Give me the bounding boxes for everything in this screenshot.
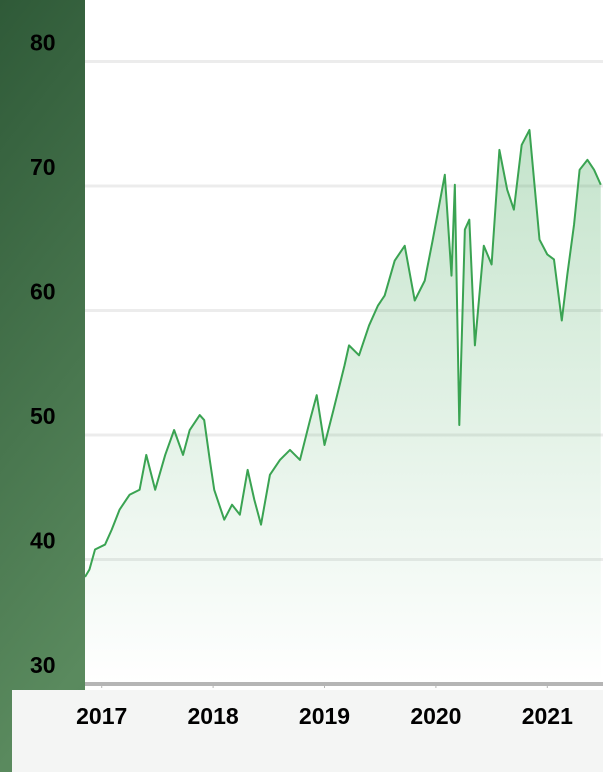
x-tick-label: 2021	[522, 703, 573, 729]
chart: 30 40 50 60 70 80 2017 2018 2019 2020 2021	[0, 0, 603, 772]
x-tick-label: 2020	[410, 703, 461, 729]
x-tick-label: 2017	[76, 703, 127, 729]
x-tick-label: 2018	[188, 703, 239, 729]
y-tick-label: 60	[30, 279, 56, 305]
page: 30405060708020172018201920202021 (() => …	[0, 0, 603, 772]
y-tick-label: 30	[30, 652, 56, 678]
y-tick-label: 80	[30, 30, 56, 56]
x-tick-label: 2019	[299, 703, 350, 729]
y-tick-label: 70	[30, 154, 56, 180]
y-tick-label: 40	[30, 528, 56, 554]
y-tick-label: 50	[30, 403, 56, 429]
